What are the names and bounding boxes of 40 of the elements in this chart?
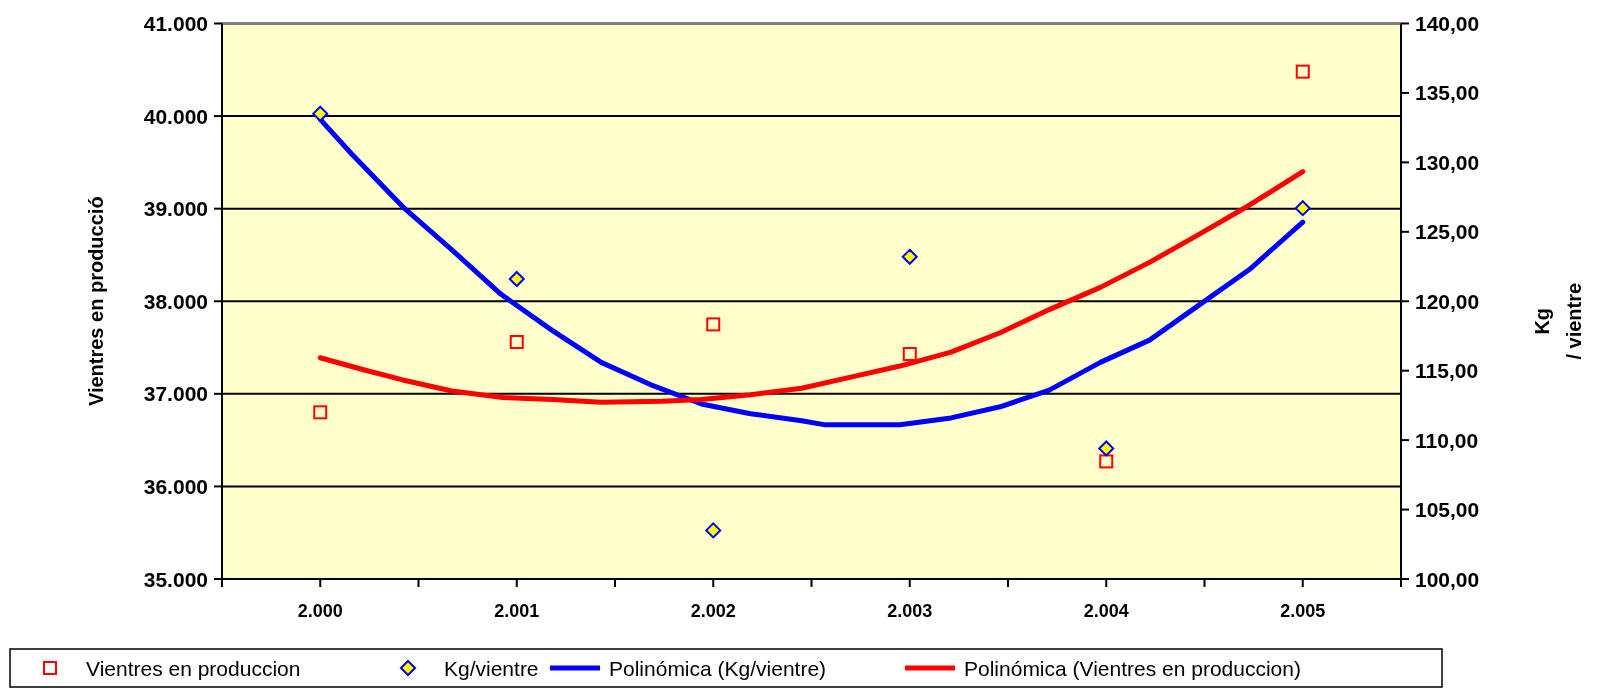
y2-tick-label: 110,00 <box>1415 428 1479 452</box>
y-tick-label: 35.000 <box>143 567 208 591</box>
point <box>901 248 918 265</box>
y2-tick-label: 100,00 <box>1415 567 1480 591</box>
point <box>508 271 525 288</box>
y-axis-title: Vientres en producció <box>85 196 107 407</box>
y2-tick-label: 125,00 <box>1415 220 1480 244</box>
y-tick-label: 36.000 <box>143 474 208 498</box>
x-tick-label: 2.001 <box>494 601 540 621</box>
x-tick-label: 2.005 <box>1280 601 1326 621</box>
y-tick-label: 41.000 <box>143 12 208 35</box>
point <box>1099 454 1114 469</box>
y-tick-label: 40.000 <box>143 104 208 128</box>
legend-label: Vientres en produccion <box>86 656 301 680</box>
y2-tick-label: 135,00 <box>1415 81 1480 105</box>
point <box>706 317 721 332</box>
point <box>1098 440 1115 457</box>
point <box>902 347 917 362</box>
x-tick-label: 2.002 <box>690 601 736 621</box>
legend-label: Polinómica (Kg/vientre) <box>609 656 827 680</box>
x-tick-label: 2.004 <box>1083 601 1129 621</box>
y2-tick-label: 120,00 <box>1415 289 1480 313</box>
point <box>1295 64 1310 79</box>
point <box>313 405 328 420</box>
point <box>705 522 722 539</box>
legend-label: Polinómica (Vientres en produccion) <box>964 656 1301 680</box>
point <box>312 105 329 122</box>
y2-tick-label: 140,00 <box>1415 12 1480 35</box>
y2-tick-label: 115,00 <box>1415 359 1479 383</box>
y2-tick-label: 105,00 <box>1415 498 1480 522</box>
y2-axis-title: Kg / vientre <box>1531 282 1585 360</box>
point <box>509 334 524 349</box>
x-tick-label: 2.000 <box>297 601 343 621</box>
y-tick-label: 39.000 <box>143 197 208 221</box>
y-tick-label: 37.000 <box>143 382 208 406</box>
legend-label: Kg/vientre <box>444 656 539 680</box>
y2-tick-label: 130,00 <box>1415 150 1480 174</box>
y-tick-label: 38.000 <box>143 289 208 313</box>
point <box>1294 200 1311 217</box>
x-tick-label: 2.003 <box>887 601 933 621</box>
